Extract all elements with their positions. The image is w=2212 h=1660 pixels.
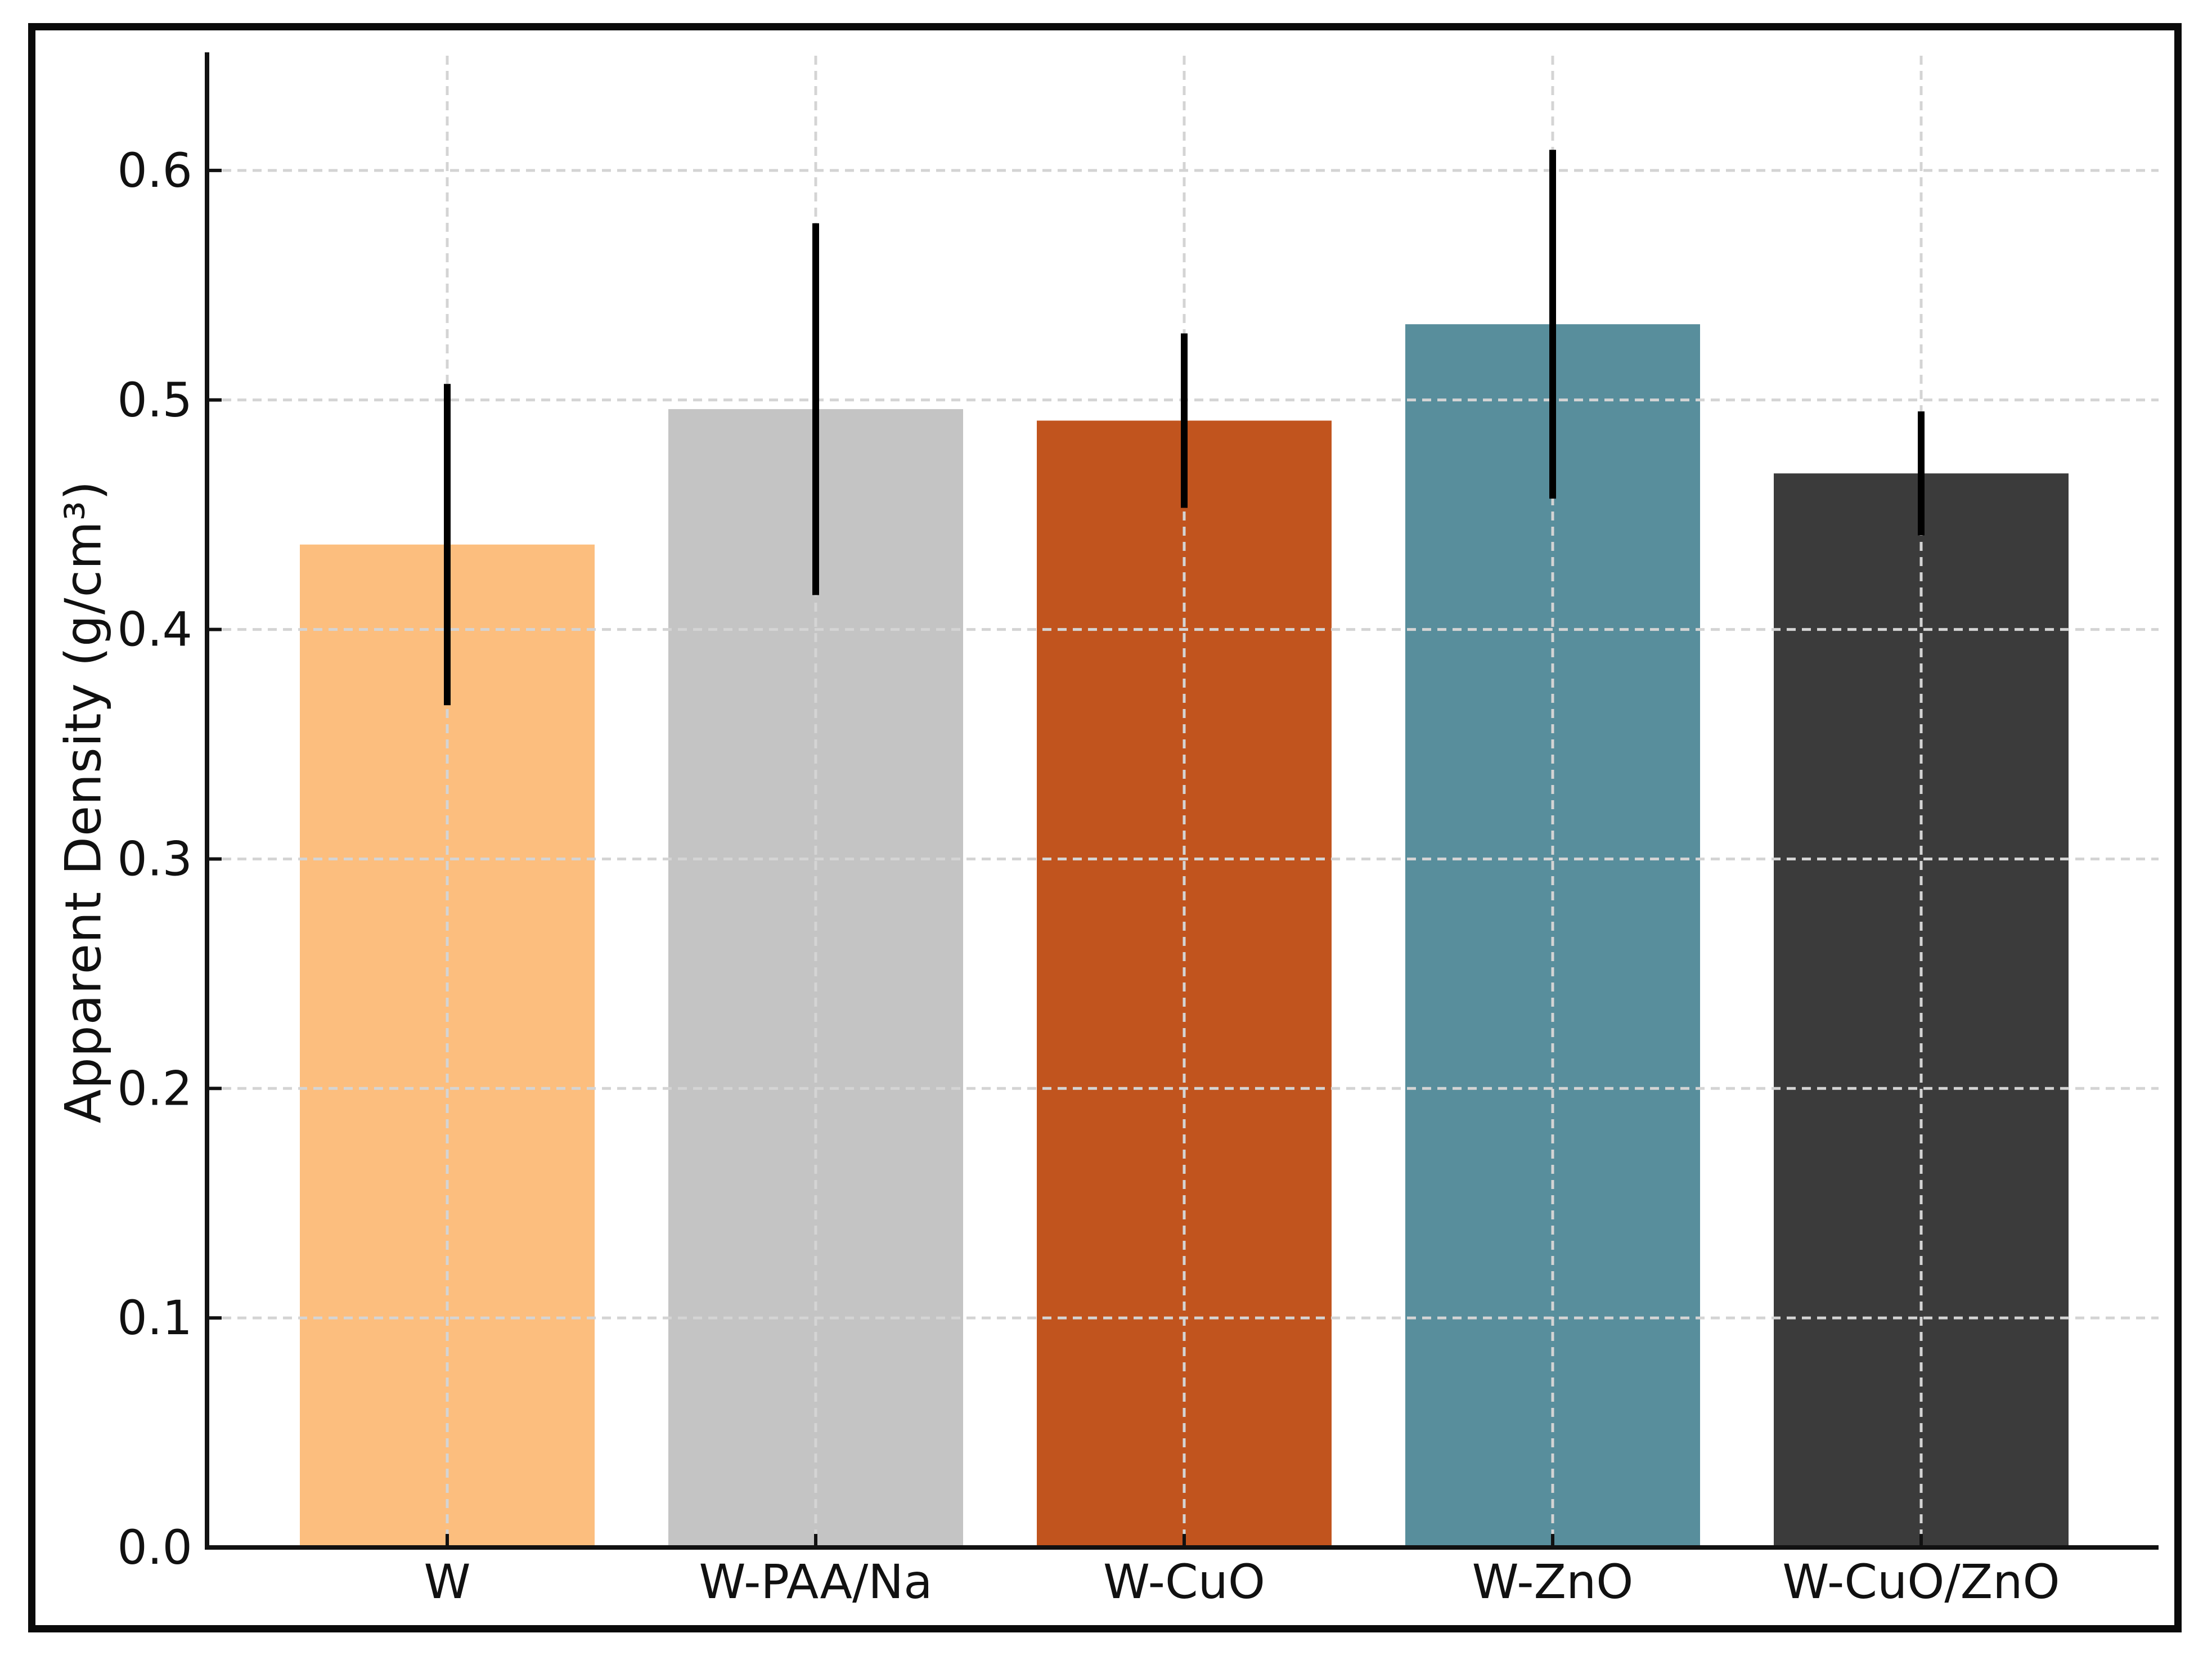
x-tick-label: W-CuO xyxy=(1103,1554,1265,1609)
tick-labels-layer: 0.0 0.1 0.2 0.3 0.4 0.5 0.6 W W-PAA/Na W-CuO W-ZnO… xyxy=(117,143,2060,1609)
x-tick-label: W-CuO/ZnO xyxy=(1782,1554,2060,1609)
y-tick-label: 0.6 xyxy=(117,143,192,198)
y-tick-label: 0.1 xyxy=(117,1290,192,1345)
bar-w-paa-na xyxy=(668,409,963,1548)
y-tick-label: 0.4 xyxy=(117,602,192,657)
axes-layer xyxy=(205,52,2159,1550)
y-tick-label: 0.0 xyxy=(117,1520,192,1575)
y-tick-label: 0.2 xyxy=(117,1061,192,1116)
x-tick-label: W xyxy=(424,1554,470,1609)
y-axis-label: Apparent Density (g/cm³) xyxy=(54,480,113,1124)
x-tick-label: W-ZnO xyxy=(1472,1554,1634,1609)
error-bars-layer xyxy=(444,150,1925,706)
figure-border xyxy=(28,23,2182,1632)
y-tick-label: 0.5 xyxy=(117,373,192,428)
x-tick-label: W-PAA/Na xyxy=(699,1554,932,1609)
y-tick-label: 0.3 xyxy=(117,831,192,886)
